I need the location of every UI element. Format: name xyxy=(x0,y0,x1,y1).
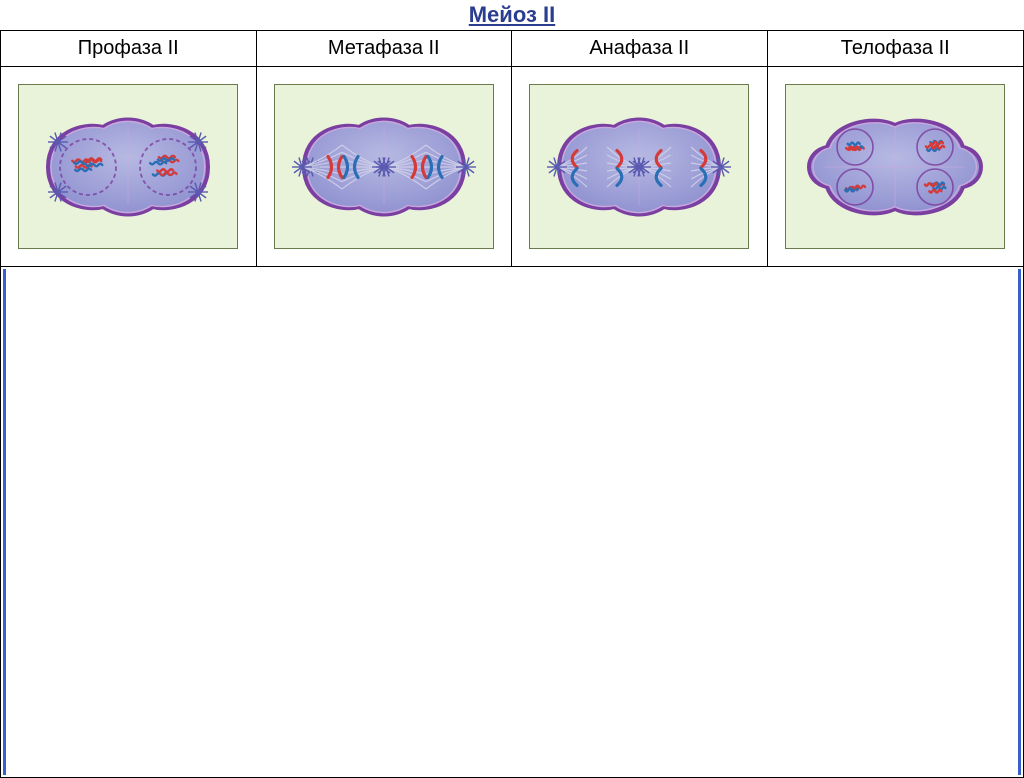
diagram-row xyxy=(0,66,1024,266)
diagram-cell-anaphase xyxy=(512,67,768,266)
accent-bar-right xyxy=(1018,269,1021,775)
diagram-panel xyxy=(529,84,749,249)
phase-header-telophase: Телофаза II xyxy=(768,31,1024,66)
diagram-panel xyxy=(274,84,494,249)
diagram-panel xyxy=(18,84,238,249)
phase-header-anaphase: Анафаза II xyxy=(512,31,768,66)
anaphase-svg xyxy=(539,107,739,227)
accent-bar-left xyxy=(3,269,6,775)
description-area xyxy=(0,266,1024,778)
metaphase-svg xyxy=(284,107,484,227)
phase-header-prophase: Профаза II xyxy=(1,31,257,66)
phase-header-metaphase: Метафаза II xyxy=(257,31,513,66)
diagram-cell-prophase xyxy=(1,67,257,266)
diagram-panel xyxy=(785,84,1005,249)
telophase-svg xyxy=(795,107,995,227)
diagram-cell-metaphase xyxy=(257,67,513,266)
phase-header-row: Профаза II Метафаза II Анафаза II Телофа… xyxy=(0,30,1024,66)
page-title: Мейоз II xyxy=(0,0,1024,30)
prophase-svg xyxy=(28,107,228,227)
diagram-cell-telophase xyxy=(768,67,1024,266)
